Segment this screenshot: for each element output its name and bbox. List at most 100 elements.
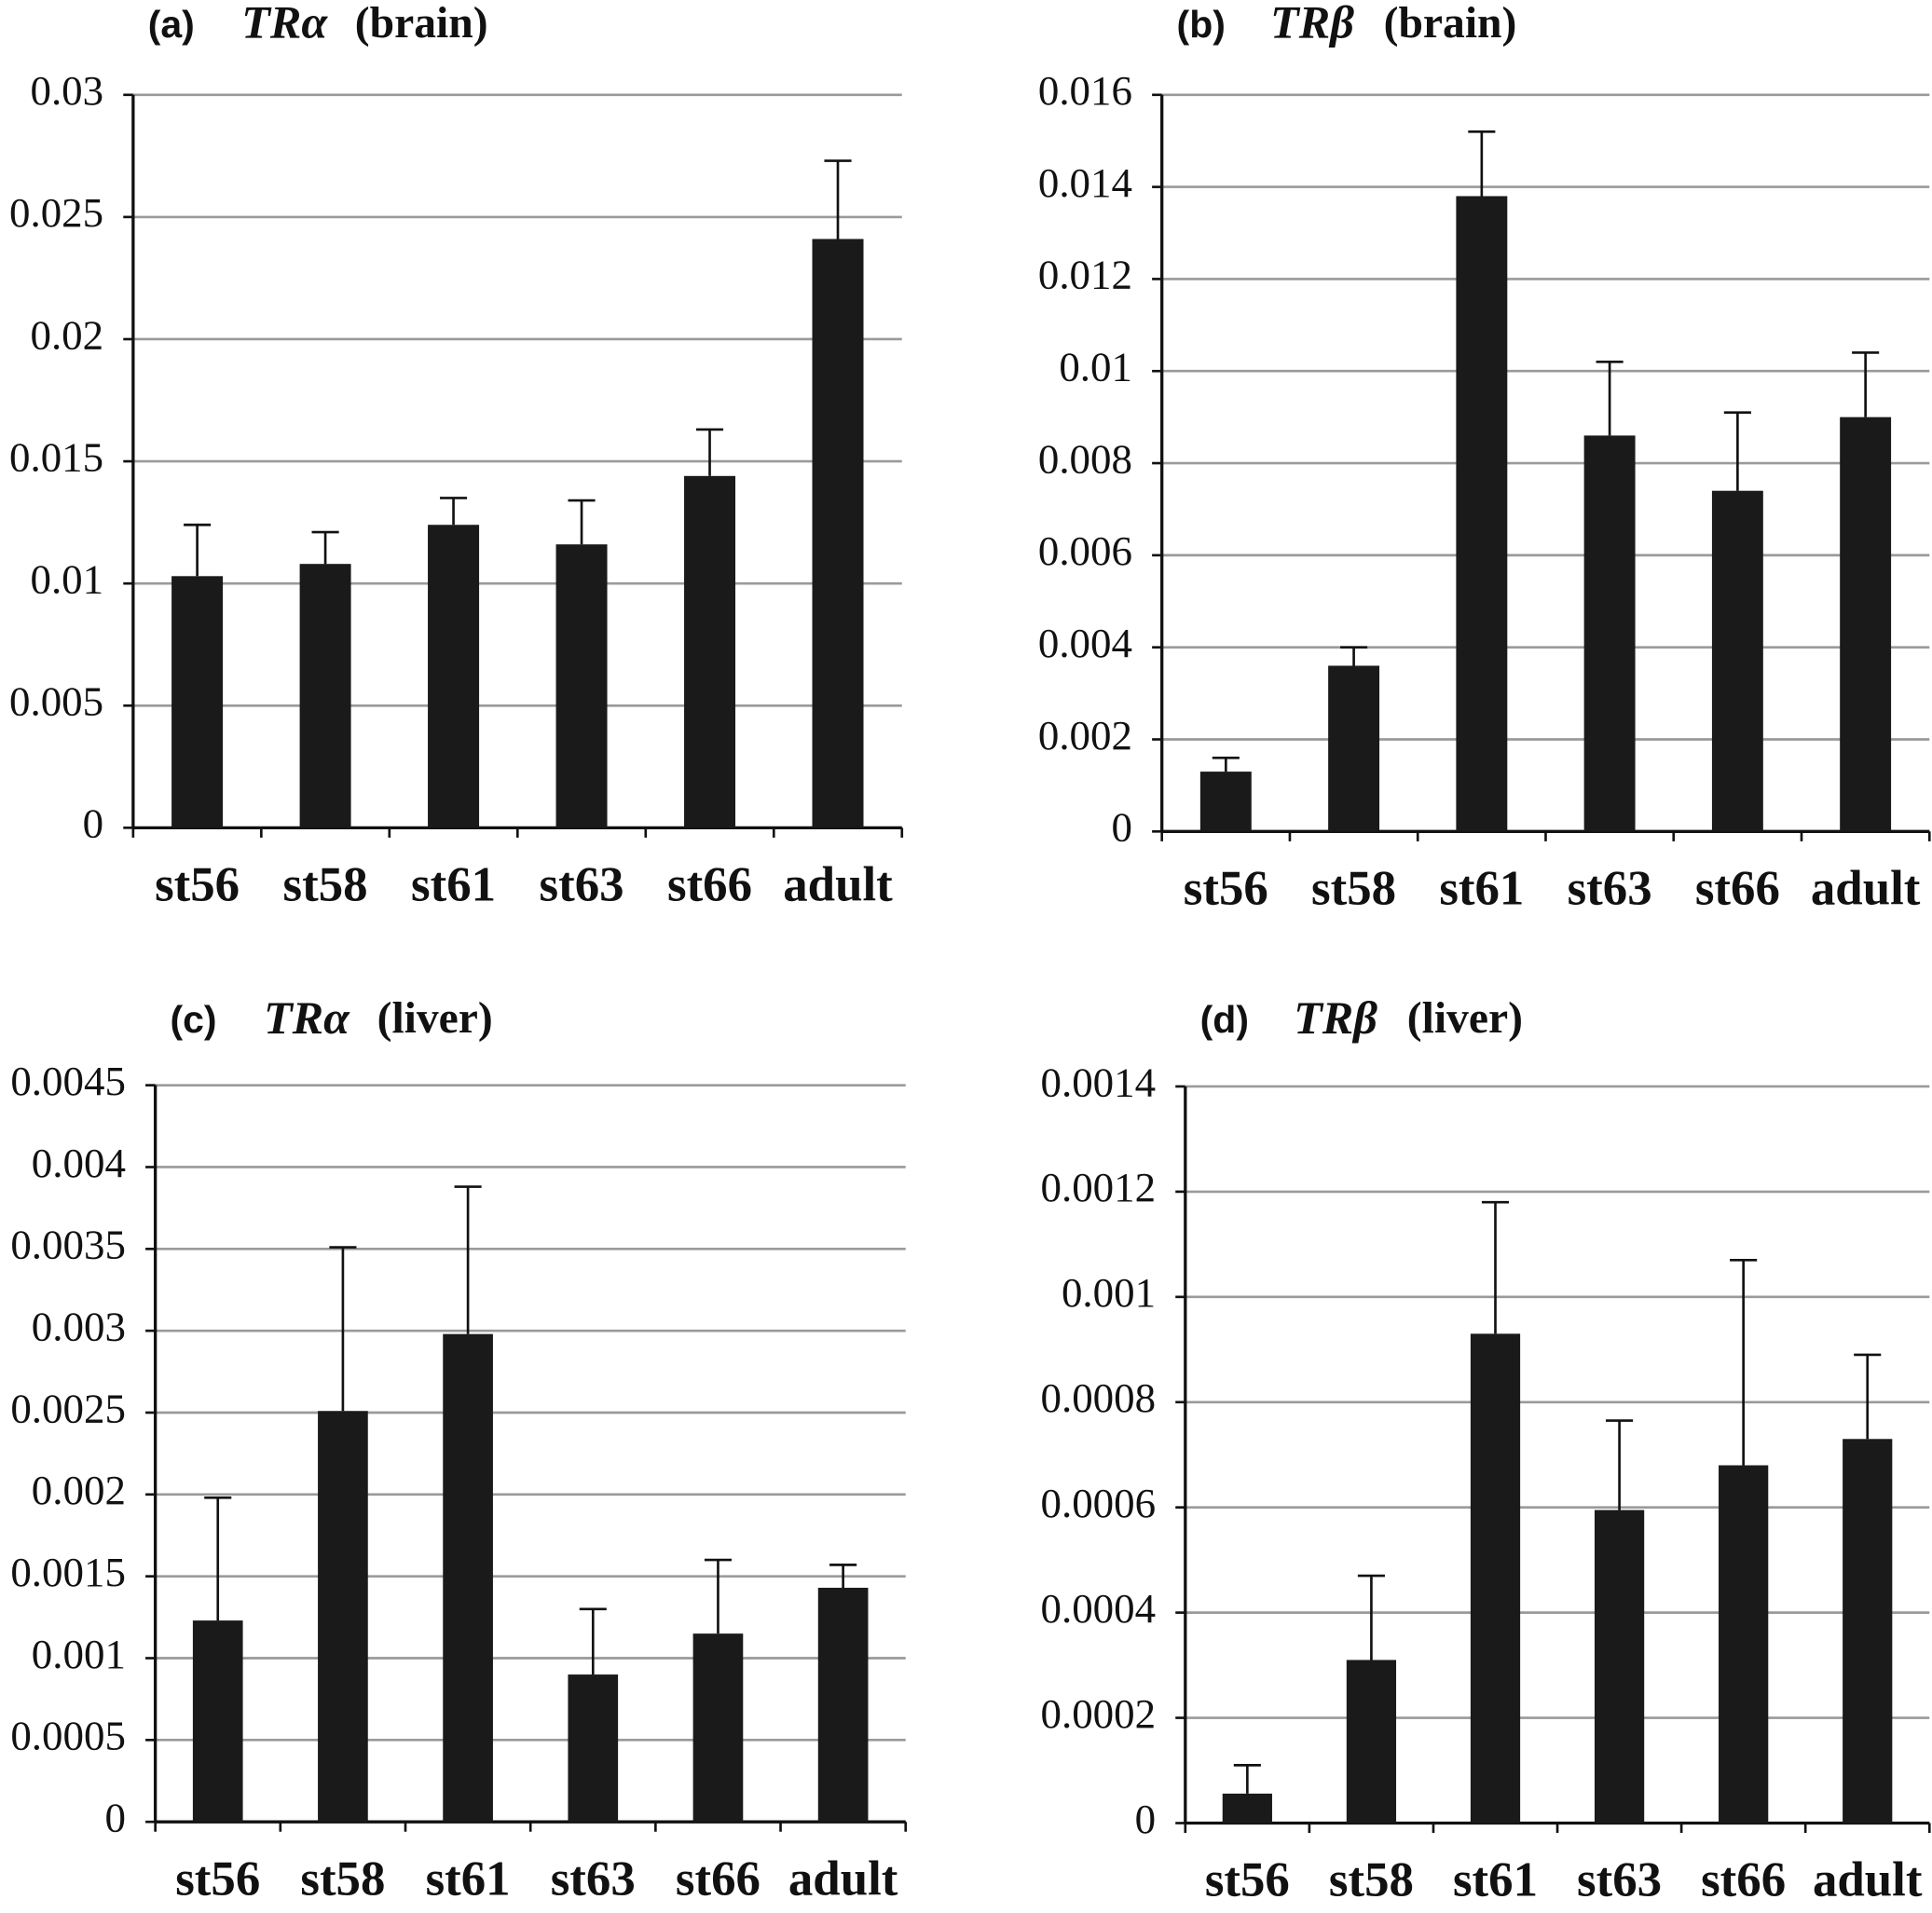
- error-bar: [1468, 130, 1496, 197]
- x-tick-label: st61: [411, 858, 496, 912]
- bar: [1594, 1510, 1645, 1824]
- gene-name: TRα: [241, 0, 328, 48]
- x-tick-label: st66: [676, 1852, 760, 1906]
- y-tick-label: 0.0014: [1041, 1059, 1157, 1105]
- y-tick-label: 0.012: [1038, 252, 1132, 298]
- x-tick-label: st58: [1311, 862, 1396, 916]
- y-tick-label: 0.025: [9, 189, 103, 236]
- x-tick-label: st63: [1568, 862, 1652, 916]
- x-tick-label: st63: [540, 858, 624, 912]
- bar: [192, 1620, 243, 1823]
- y-tick-label: 0: [83, 800, 103, 847]
- y-tick-label: 0.0025: [10, 1385, 126, 1431]
- x-tick-label: st61: [1453, 1853, 1538, 1907]
- y-tick-label: 0.001: [1062, 1269, 1156, 1316]
- bar: [817, 1587, 869, 1823]
- y-tick-label: 0: [1135, 1796, 1156, 1842]
- error-bar: [1481, 1200, 1510, 1334]
- y-tick-label: 0.002: [32, 1467, 126, 1513]
- bar: [1583, 435, 1636, 832]
- tissue-name: (liver): [377, 994, 493, 1043]
- error-bar: [1596, 361, 1624, 436]
- error-bar: [829, 1564, 857, 1588]
- y-tick-label: 0.002: [1038, 712, 1132, 758]
- y-tick-label: 0.0004: [1041, 1585, 1157, 1632]
- bar: [812, 239, 864, 828]
- x-tick-label: st63: [551, 1852, 636, 1906]
- bar: [299, 564, 351, 828]
- x-tick-label: st58: [1329, 1853, 1414, 1907]
- bar: [1719, 1465, 1769, 1824]
- error-bar: [1233, 1764, 1261, 1794]
- error-bar: [568, 499, 596, 545]
- bar: [443, 1333, 493, 1823]
- x-tick-label: st61: [426, 1852, 511, 1906]
- y-tick-label: 0.003: [32, 1303, 126, 1349]
- bar: [1346, 1660, 1397, 1824]
- y-tick-label: 0.014: [1038, 159, 1132, 206]
- bar: [1711, 490, 1763, 832]
- x-tick-label: adult: [788, 1852, 898, 1906]
- x-tick-label: st63: [1577, 1853, 1662, 1907]
- gene-name: TRβ: [1294, 991, 1377, 1044]
- tissue-name: (brain): [1384, 0, 1517, 48]
- y-tick-label: 0.0002: [1041, 1690, 1157, 1737]
- x-tick-label: st56: [1184, 862, 1268, 916]
- tissue-name: (liver): [1407, 994, 1523, 1043]
- y-tick-label: 0.0035: [10, 1222, 126, 1268]
- x-tick-label: st58: [300, 1852, 385, 1906]
- error-bar: [311, 530, 339, 565]
- error-bar: [1852, 351, 1880, 417]
- bar: [692, 1633, 744, 1823]
- y-tick-label: 0.004: [32, 1140, 126, 1186]
- x-tick-label: st56: [155, 858, 240, 912]
- gene-name: TRα: [264, 991, 350, 1044]
- x-tick-label: st61: [1439, 862, 1524, 916]
- error-bar: [204, 1496, 232, 1621]
- y-tick-label: 0.006: [1038, 527, 1132, 574]
- y-tick-label: 0.01: [30, 555, 103, 602]
- error-bar: [704, 1558, 732, 1634]
- panel-label: (a): [148, 3, 195, 46]
- error-bar: [579, 1607, 607, 1675]
- error-bar: [1723, 411, 1751, 491]
- y-tick-label: 0.008: [1038, 435, 1132, 482]
- y-tick-label: 0.0005: [10, 1713, 126, 1759]
- bar: [1470, 1333, 1521, 1824]
- error-bar: [184, 523, 212, 577]
- bar: [1843, 1439, 1893, 1824]
- bar: [568, 1674, 619, 1823]
- error-bar: [1730, 1258, 1758, 1466]
- bar: [318, 1411, 368, 1823]
- bar: [1328, 665, 1380, 832]
- error-bar: [695, 428, 724, 476]
- y-tick-label: 0.01: [1059, 344, 1132, 390]
- y-tick-label: 0.0015: [10, 1549, 126, 1595]
- bar: [428, 525, 480, 828]
- error-bar: [440, 497, 468, 526]
- error-bar: [329, 1246, 357, 1412]
- y-tick-label: 0: [1111, 804, 1131, 851]
- bar: [555, 544, 608, 828]
- y-tick-label: 0.0045: [10, 1058, 126, 1104]
- x-tick-label: st58: [283, 858, 368, 912]
- error-bar: [1212, 756, 1240, 772]
- y-tick-label: 0.0012: [1041, 1164, 1157, 1210]
- y-tick-label: 0.004: [1038, 620, 1132, 666]
- panel-label: (b): [1177, 3, 1226, 46]
- bar: [1840, 417, 1892, 832]
- x-tick-label: st56: [1205, 1853, 1290, 1907]
- error-bar: [824, 159, 852, 239]
- error-bar: [1340, 646, 1368, 666]
- panel-label: (c): [171, 998, 217, 1041]
- y-tick-label: 0.0006: [1041, 1480, 1157, 1526]
- y-tick-label: 0.005: [9, 678, 103, 725]
- x-tick-label: adult: [1811, 862, 1921, 916]
- bar: [1456, 196, 1508, 832]
- panel-label: (d): [1200, 998, 1249, 1041]
- error-bar: [1357, 1574, 1385, 1660]
- x-tick-label: adult: [783, 858, 893, 912]
- y-tick-label: 0.016: [1038, 67, 1132, 114]
- bar: [171, 576, 224, 828]
